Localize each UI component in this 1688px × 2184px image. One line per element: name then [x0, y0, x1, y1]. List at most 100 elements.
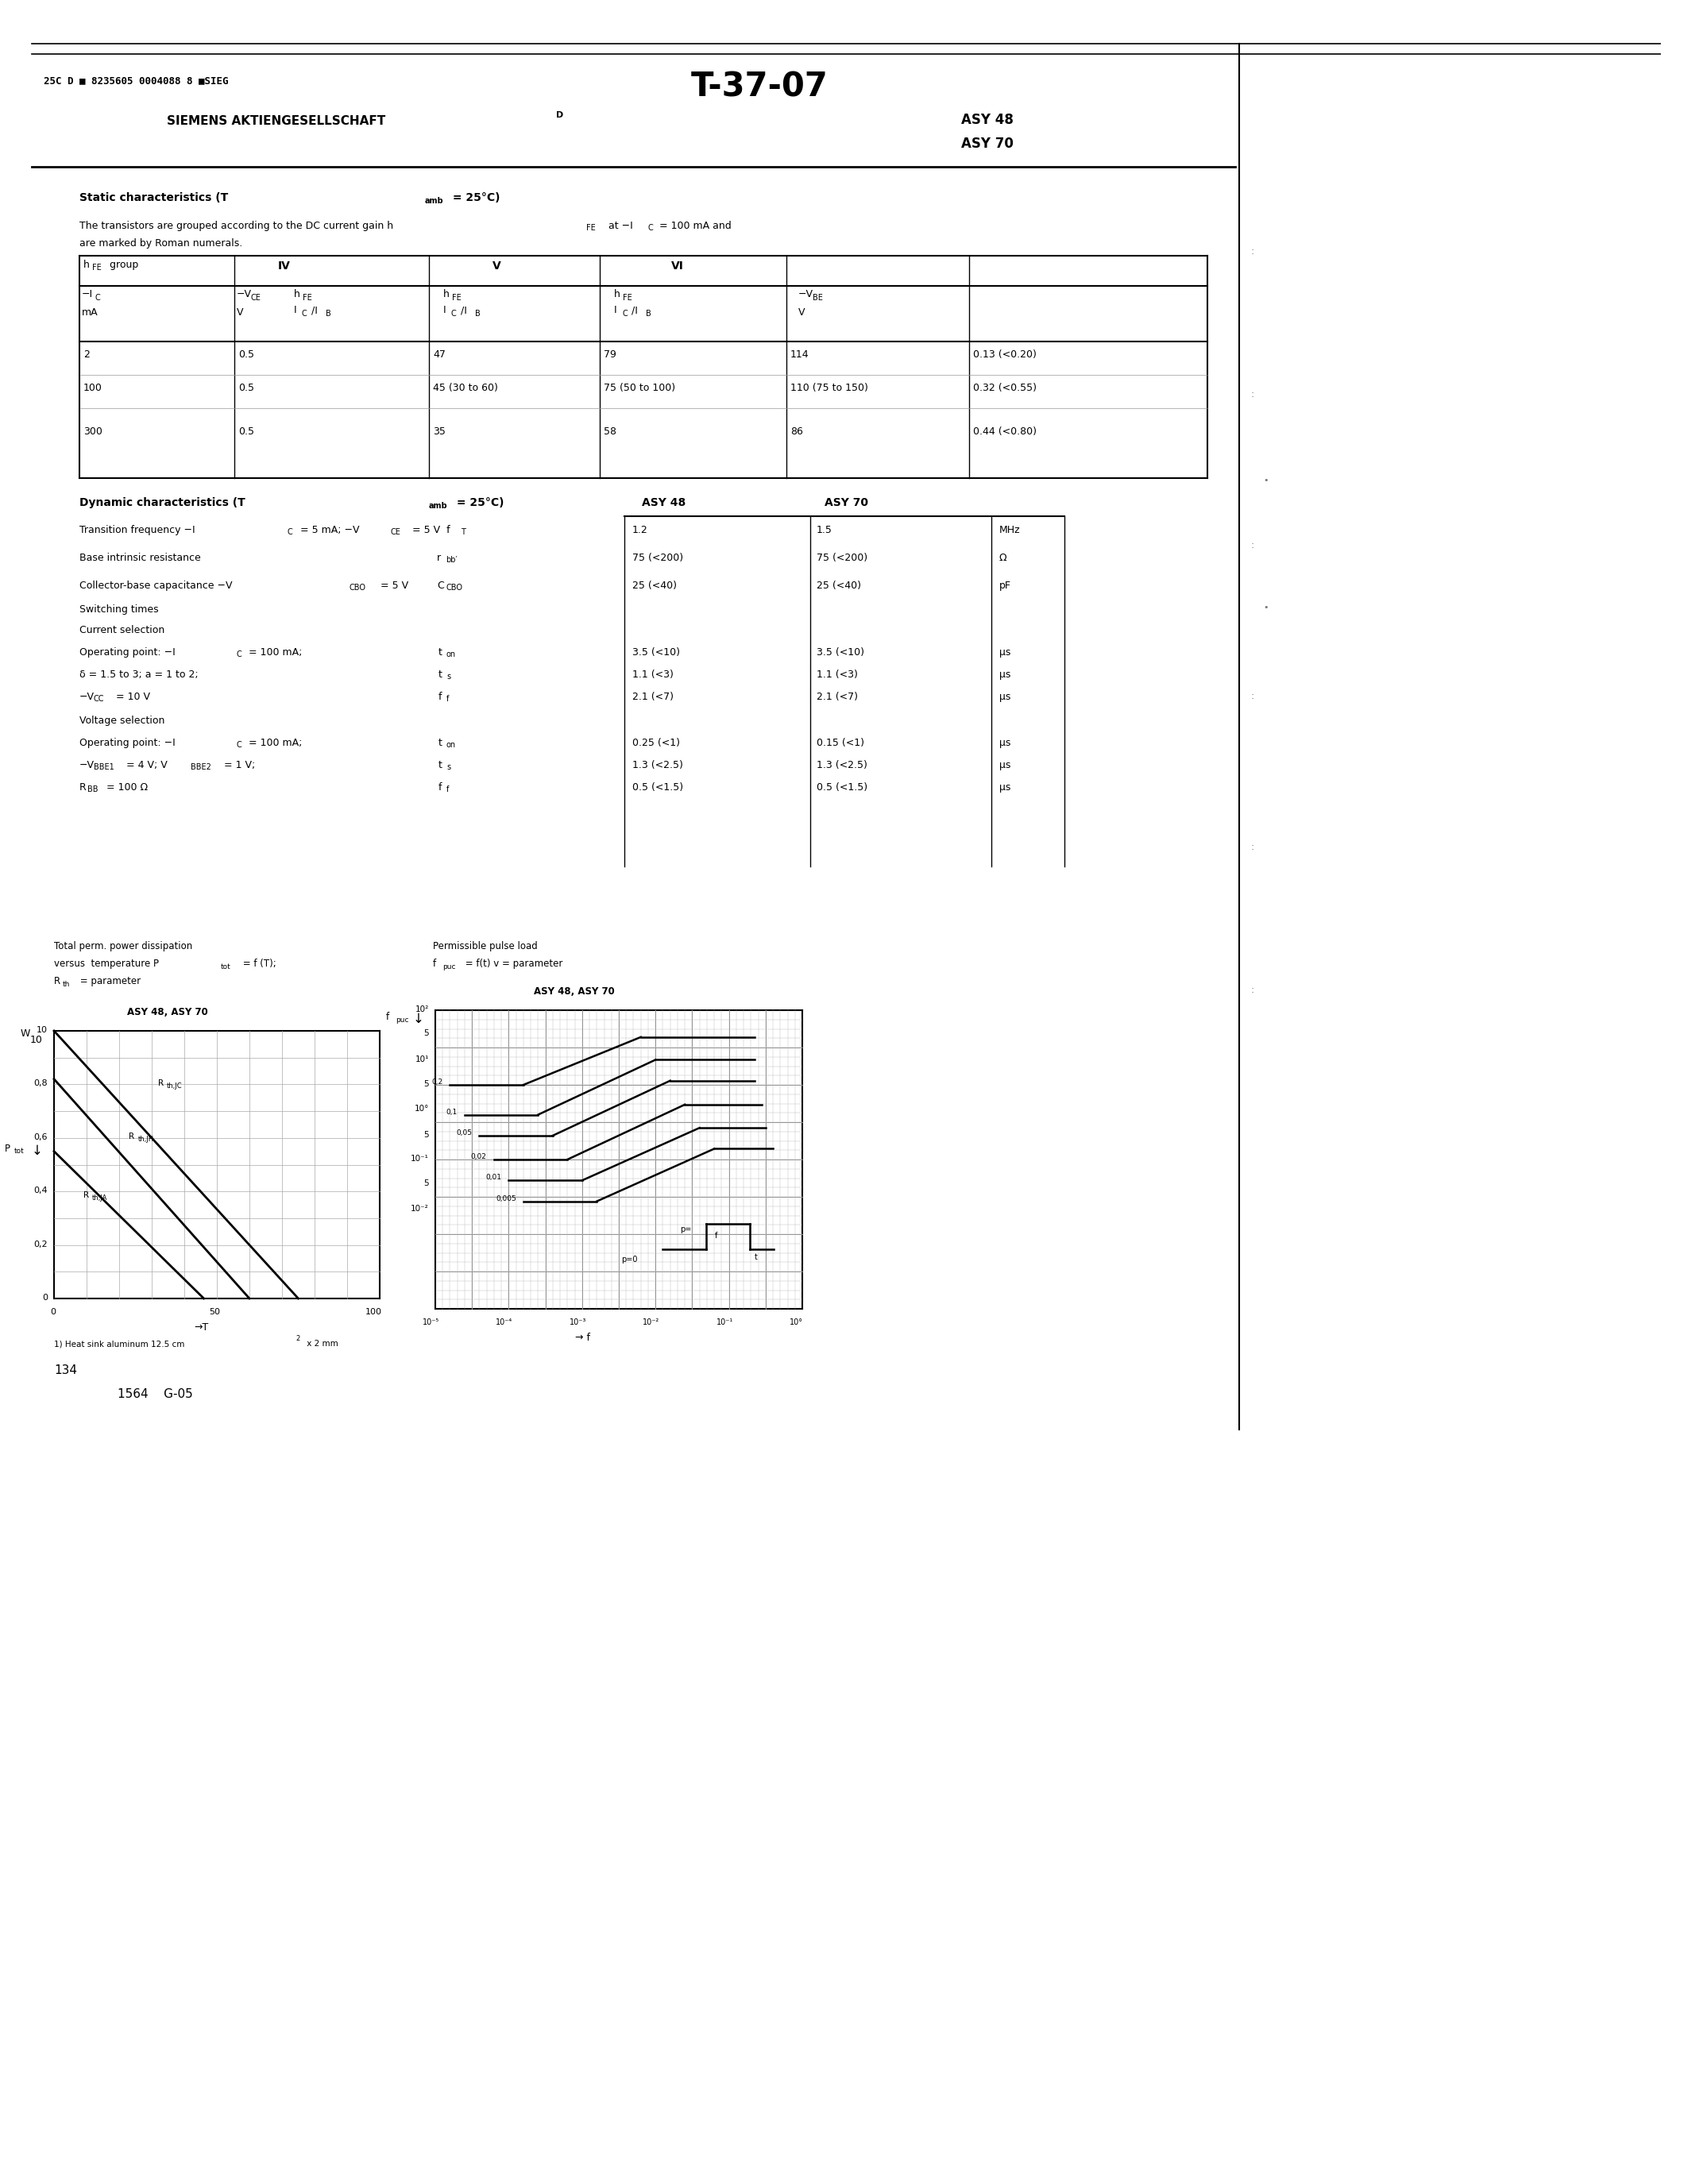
Text: → f: → f — [574, 1332, 589, 1343]
Text: I: I — [294, 306, 297, 314]
Text: 1.1 (<3): 1.1 (<3) — [817, 670, 858, 679]
Text: 5: 5 — [424, 1179, 429, 1188]
Text: 100: 100 — [365, 1308, 381, 1317]
Text: 0,01: 0,01 — [486, 1175, 501, 1182]
Text: Transition frequency −I: Transition frequency −I — [79, 524, 196, 535]
Text: 0,1: 0,1 — [446, 1107, 457, 1116]
Text: pF: pF — [999, 581, 1011, 592]
Text: μs: μs — [999, 738, 1011, 749]
Text: 1.3 (<2.5): 1.3 (<2.5) — [817, 760, 868, 771]
Text: FE: FE — [93, 264, 101, 271]
Text: 1564    G-05: 1564 G-05 — [118, 1389, 192, 1400]
Text: h: h — [444, 288, 449, 299]
Text: t: t — [439, 738, 442, 749]
Text: 2.1 (<7): 2.1 (<7) — [633, 692, 674, 701]
Text: VI: VI — [672, 260, 684, 271]
Text: tot: tot — [14, 1147, 24, 1155]
Text: μs: μs — [999, 692, 1011, 701]
Text: 0,6: 0,6 — [34, 1133, 47, 1140]
Text: •: • — [1263, 476, 1268, 485]
Text: −V: −V — [79, 692, 95, 701]
Text: Ω: Ω — [999, 553, 1008, 563]
Text: 25 (<40): 25 (<40) — [817, 581, 861, 592]
Text: 0.5 (<1.5): 0.5 (<1.5) — [633, 782, 684, 793]
Text: IV: IV — [279, 260, 290, 271]
Text: The transistors are grouped according to the DC current gain h: The transistors are grouped according to… — [79, 221, 393, 232]
Text: C: C — [302, 310, 307, 317]
Text: 1.5: 1.5 — [817, 524, 832, 535]
Text: 75 (<200): 75 (<200) — [633, 553, 684, 563]
Text: Static characteristics (T: Static characteristics (T — [79, 192, 228, 203]
Text: →T: →T — [194, 1321, 209, 1332]
Text: CBO: CBO — [446, 583, 463, 592]
Text: 1) Heat sink aluminum 12.5 cm: 1) Heat sink aluminum 12.5 cm — [54, 1339, 184, 1348]
Text: •: • — [1263, 603, 1268, 612]
Text: 0,05: 0,05 — [456, 1129, 473, 1136]
Text: on: on — [446, 651, 456, 657]
Text: Collector-base capacitance −V: Collector-base capacitance −V — [79, 581, 233, 592]
Text: /I: /I — [311, 306, 317, 314]
Text: CE: CE — [252, 295, 262, 301]
Text: = 5 mA; −V: = 5 mA; −V — [297, 524, 360, 535]
Text: 0.25 (<1): 0.25 (<1) — [633, 738, 680, 749]
Text: :: : — [1251, 985, 1254, 996]
Text: f: f — [439, 782, 442, 793]
Text: 58: 58 — [604, 426, 616, 437]
Text: R: R — [79, 782, 86, 793]
Text: ASY 48, ASY 70: ASY 48, ASY 70 — [533, 987, 614, 996]
Text: = 100 mA;: = 100 mA; — [245, 738, 302, 749]
Text: 3.5 (<10): 3.5 (<10) — [817, 646, 864, 657]
Text: = 1 V;: = 1 V; — [221, 760, 255, 771]
Text: 134: 134 — [54, 1365, 78, 1376]
Text: = 100 mA;: = 100 mA; — [245, 646, 302, 657]
Text: C: C — [236, 651, 241, 657]
Text: s: s — [446, 673, 451, 681]
Text: 86: 86 — [790, 426, 803, 437]
Text: t: t — [439, 760, 442, 771]
Text: 10²: 10² — [415, 1005, 429, 1013]
Text: R: R — [83, 1192, 89, 1199]
Text: group: group — [106, 260, 138, 271]
Text: h: h — [294, 288, 300, 299]
Text: V: V — [236, 308, 243, 317]
Text: 300: 300 — [83, 426, 103, 437]
Text: versus  temperature P: versus temperature P — [54, 959, 159, 970]
Text: 0,8: 0,8 — [34, 1079, 47, 1088]
Text: puc: puc — [395, 1016, 408, 1024]
Text: Operating point: −I: Operating point: −I — [79, 738, 176, 749]
Text: = 5 V  f: = 5 V f — [412, 524, 451, 535]
Text: ↓: ↓ — [414, 1011, 424, 1026]
Text: T-37-07: T-37-07 — [690, 70, 829, 103]
Text: f: f — [714, 1232, 717, 1241]
Text: 0.13 (<0.20): 0.13 (<0.20) — [972, 349, 1036, 360]
Text: D: D — [555, 111, 564, 120]
Text: −V: −V — [798, 288, 814, 299]
Text: 45 (30 to 60): 45 (30 to 60) — [432, 382, 498, 393]
Text: r: r — [437, 553, 441, 563]
Text: f: f — [446, 695, 449, 703]
Text: 25C D ■ 8235605 0004088 8 ■SIEG: 25C D ■ 8235605 0004088 8 ■SIEG — [44, 76, 228, 85]
Text: BB: BB — [88, 786, 98, 793]
Text: Current selection: Current selection — [79, 625, 165, 636]
Text: bb′: bb′ — [446, 557, 457, 563]
Text: 0,005: 0,005 — [496, 1195, 517, 1201]
Text: BE: BE — [812, 295, 822, 301]
Text: p=: p= — [680, 1225, 692, 1234]
Text: B: B — [474, 310, 481, 317]
Text: V: V — [798, 308, 805, 317]
Text: 75 (50 to 100): 75 (50 to 100) — [604, 382, 675, 393]
Text: :: : — [1251, 539, 1254, 550]
Text: 5: 5 — [424, 1029, 429, 1037]
Text: = 25°C): = 25°C) — [449, 192, 500, 203]
Text: T: T — [461, 529, 466, 535]
Text: 3.5 (<10): 3.5 (<10) — [633, 646, 680, 657]
Text: = 5 V: = 5 V — [378, 581, 408, 592]
Text: 110 (75 to 150): 110 (75 to 150) — [790, 382, 868, 393]
Text: FE: FE — [302, 295, 312, 301]
Text: = 10 V: = 10 V — [113, 692, 150, 701]
Text: 10⁻¹: 10⁻¹ — [716, 1319, 733, 1326]
Text: 0.15 (<1): 0.15 (<1) — [817, 738, 864, 749]
Text: Voltage selection: Voltage selection — [79, 716, 165, 725]
Text: 10⁻²: 10⁻² — [643, 1319, 660, 1326]
Text: −V: −V — [79, 760, 95, 771]
